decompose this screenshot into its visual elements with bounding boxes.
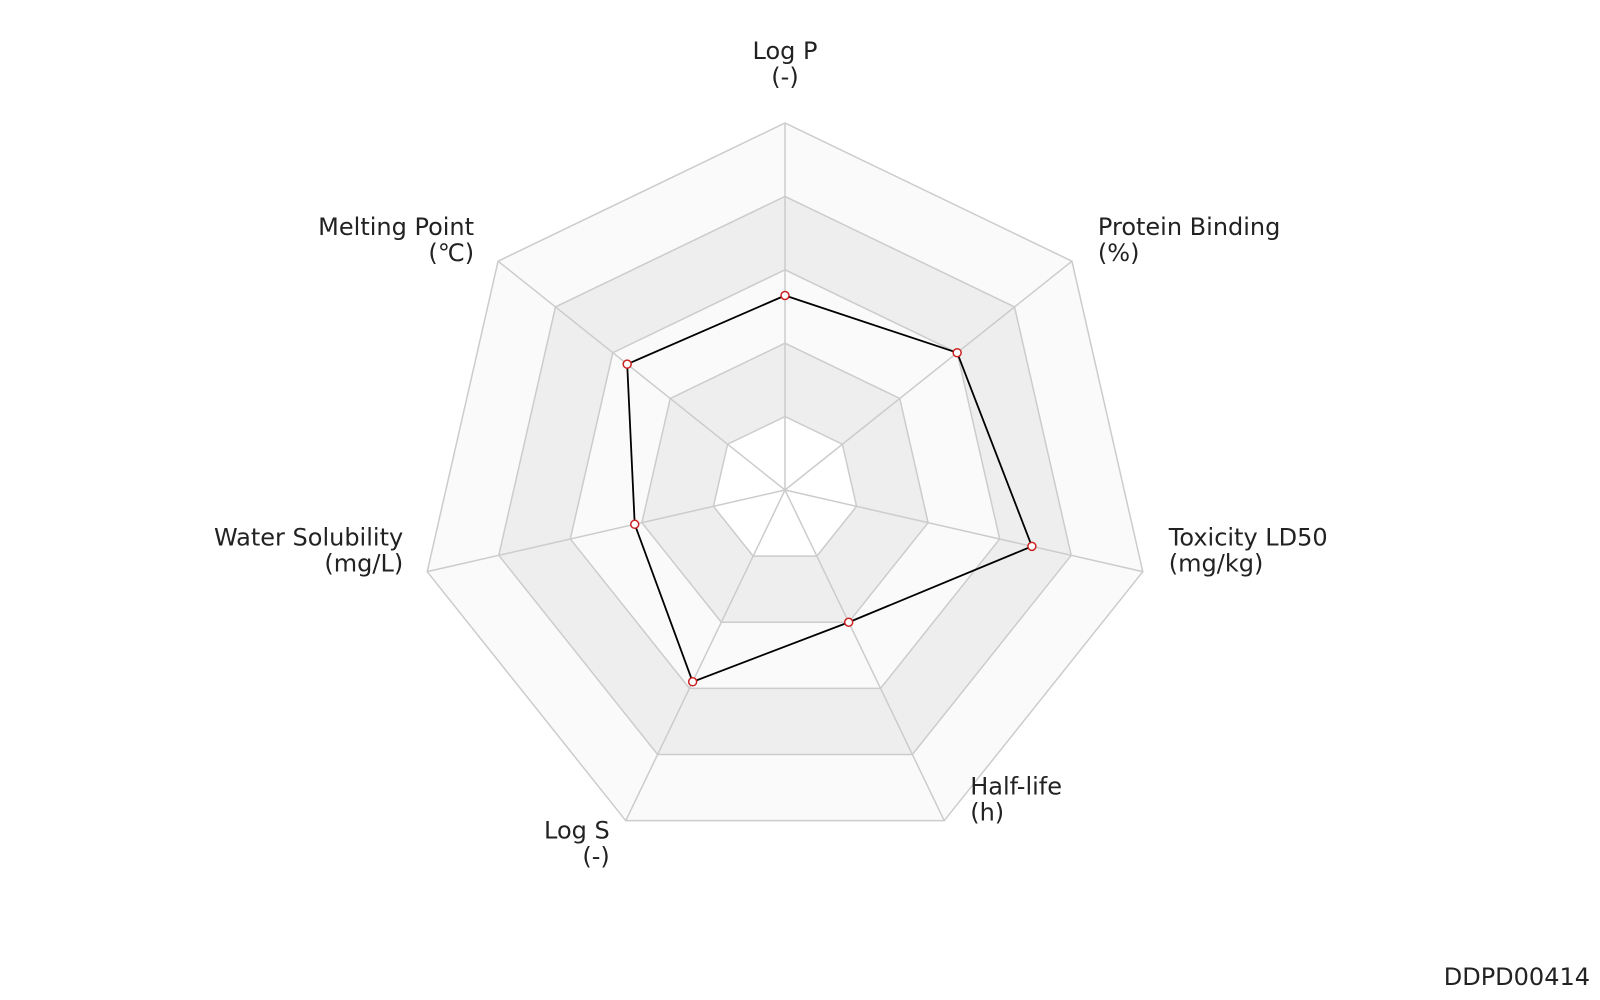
- data-point: [622, 359, 632, 369]
- axis-spoke: [784, 260, 1073, 491]
- axis-label: Toxicity LD50: [1168, 524, 1328, 552]
- data-line: [626, 294, 1034, 683]
- axis-unit: (mg/kg): [1169, 550, 1264, 578]
- axis-unit: (-): [582, 843, 609, 871]
- axis-label: Half-life: [970, 773, 1062, 801]
- axis-label: Melting Point: [318, 213, 474, 241]
- footnote: DDPD00414: [1444, 963, 1590, 991]
- data-point: [687, 677, 698, 687]
- data-point: [780, 290, 790, 301]
- axis-spoke: [497, 260, 786, 491]
- axis-spoke: [427, 489, 786, 573]
- axis-label: Protein Binding: [1098, 213, 1280, 241]
- axis-unit: (%): [1098, 239, 1140, 267]
- data-point: [952, 347, 962, 358]
- axis-unit: (℃): [428, 239, 474, 267]
- axis-label: Water Solubility: [214, 524, 403, 552]
- axis-unit: (h): [970, 799, 1004, 827]
- data-point: [629, 519, 640, 530]
- axis-label: Log S: [544, 817, 610, 845]
- data-point: [1027, 541, 1037, 552]
- axis-spoke: [784, 489, 1143, 573]
- data-point: [843, 617, 854, 628]
- axis-spoke: [784, 489, 945, 821]
- axis-spoke: [625, 489, 786, 821]
- axis-label: Log P: [753, 37, 818, 65]
- axis-unit: (-): [771, 63, 798, 91]
- axis-unit: (mg/L): [324, 550, 403, 578]
